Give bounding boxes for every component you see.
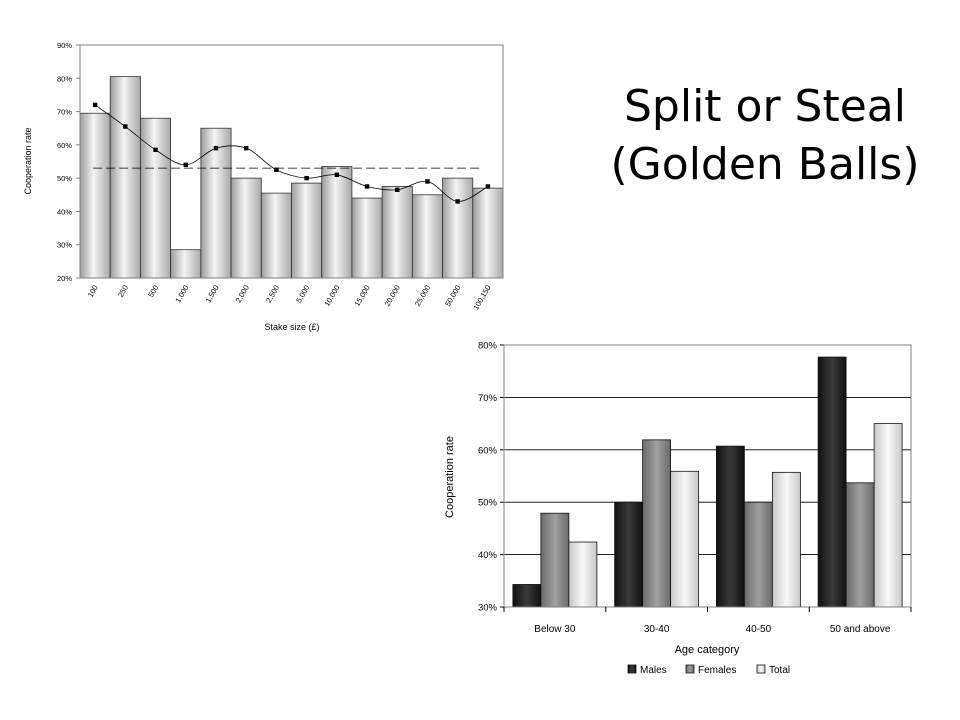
c1-marker [123,124,128,129]
c2-legend-label: Total [769,665,790,676]
c2-bar-males [614,501,644,608]
c2-bar-females [642,439,672,608]
c1-marker [485,184,491,189]
c1-marker [92,102,98,108]
c2-legend-swatch [627,664,637,674]
c2-y-tick-label: 70% [478,393,498,404]
c1-bar [411,194,443,279]
title-line-1: Split or Steal [624,81,906,132]
c2-x-tick-label: Below 30 [534,624,576,635]
title-line-2: (Golden Balls) [610,139,920,190]
c1-y-tick-label: 60% [57,141,72,150]
c2-legend-label: Males [640,665,667,676]
c1-y-tick-label: 50% [57,174,72,183]
slide-title: Split or Steal (Golden Balls) [590,78,940,194]
c2-bar-males [817,356,847,608]
c1-bar [442,177,474,279]
c1-y-tick-label: 30% [57,241,72,250]
c2-bar-males [512,584,542,608]
c1-marker [183,162,188,168]
c2-y-tick-label: 80% [478,341,498,352]
c1-bar [200,127,232,279]
c2-legend-label: Females [698,665,736,676]
c2-x-tick-label: 40-50 [746,624,772,635]
c2-x-tick-label: 30-40 [644,624,670,635]
c1-y-tick-label: 80% [57,74,72,83]
c1-marker [395,187,400,192]
c2-y-tick-label: 50% [478,498,498,509]
c1-bar [351,197,383,279]
c1-marker [274,167,279,173]
c1-marker [455,199,460,204]
c1-marker [243,145,249,151]
c1-marker [304,175,309,181]
c1-y-tick-label: 90% [57,41,72,50]
c1-bar [381,186,413,279]
c1-y-tick-label: 40% [57,207,72,216]
c1-marker [334,172,340,178]
c2-bar-females [845,482,875,608]
c2-y-axis-label: Cooperation rate [444,436,456,518]
c1-y-tick-label: 20% [57,274,72,283]
c1-bar [472,187,504,279]
c2-y-tick-label: 60% [478,445,498,456]
c1-y-tick-label: 70% [57,108,72,117]
c2-legend-swatch [756,664,766,674]
c1-bar [260,192,292,279]
c1-bar [140,117,172,279]
c2-x-tick-label: 50 and above [830,624,891,635]
c2-y-tick-label: 40% [478,550,498,561]
c1-marker [213,145,219,151]
c1-marker [364,184,370,189]
c2-y-tick-label: 30% [478,603,498,614]
c2-bar-males [715,445,745,608]
c2-bar-females [743,501,773,608]
c1-bar [291,182,323,279]
c2-x-axis-label: Age category [675,644,740,656]
c1-plot-area [79,44,504,279]
c1-x-axis-label: Stake size (£) [264,322,319,332]
c1-y-axis-label: Cooperation rate [23,127,33,194]
c2-legend-swatch [685,664,695,674]
c2-bar-total [873,423,903,608]
c2-bar-total [670,470,700,608]
c2-bar-total [568,541,598,608]
c2-bar-total [771,471,801,608]
c1-trend-line [94,104,489,202]
c2-bar-females [540,512,570,608]
c1-bar [230,177,262,279]
c1-marker [425,179,430,184]
c1-marker [153,147,158,153]
